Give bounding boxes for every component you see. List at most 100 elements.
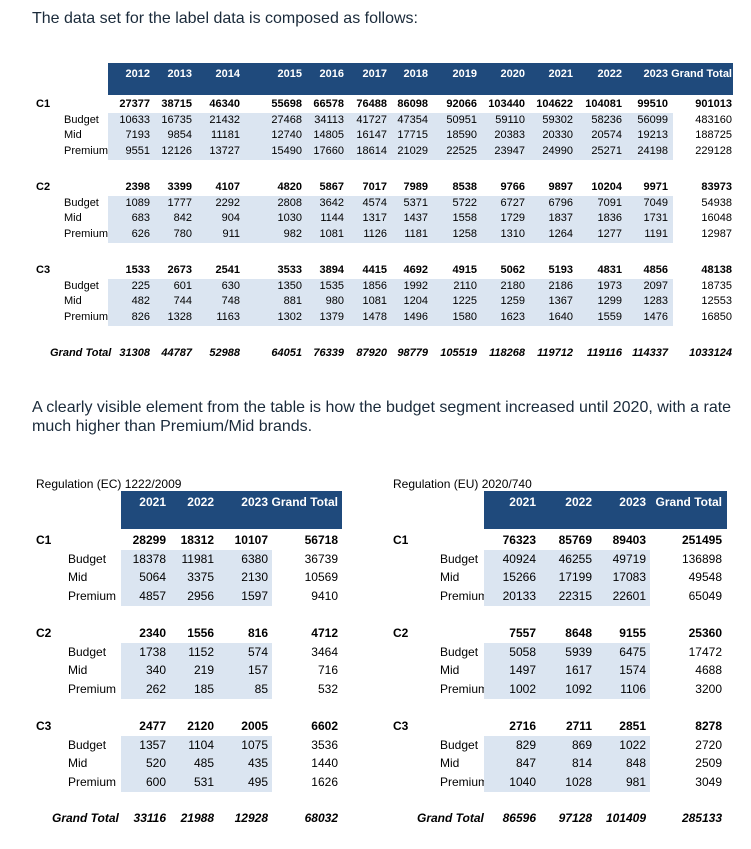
table-cell: 65049 bbox=[688, 588, 722, 603]
grand-total-cell: 98779 bbox=[397, 347, 428, 359]
table-cell: 157 bbox=[247, 663, 268, 677]
row-label: Mid bbox=[64, 295, 82, 308]
table-cell: 3375 bbox=[187, 570, 214, 584]
table-cell: 19213 bbox=[637, 129, 668, 142]
row-label: Mid bbox=[440, 570, 460, 584]
table-cell: 1357 bbox=[139, 737, 166, 752]
group-total-cell: 85769 bbox=[558, 533, 592, 547]
table-cell: 1181 bbox=[404, 228, 428, 241]
table-cell: 626 bbox=[131, 228, 150, 241]
table-cell: 1092 bbox=[565, 681, 592, 696]
row-label: Mid bbox=[68, 570, 88, 584]
table-cell: 1040 bbox=[509, 774, 536, 789]
group-total-cell: 7989 bbox=[403, 181, 428, 193]
group-total-cell: 816 bbox=[247, 626, 268, 640]
table-cell: 188725 bbox=[695, 129, 732, 142]
table-cell: 1317 bbox=[362, 212, 387, 225]
table-cell: 1497 bbox=[509, 663, 536, 677]
group-total-cell: 8278 bbox=[695, 719, 722, 733]
table-cell: 1328 bbox=[167, 311, 192, 324]
table-cell: 1367 bbox=[548, 295, 573, 308]
row-label: Premium bbox=[68, 588, 117, 603]
table-cell: 56099 bbox=[637, 113, 668, 126]
grand-total-label: Grand Total bbox=[52, 811, 119, 825]
table-cell: 495 bbox=[247, 774, 268, 789]
table-cell: 1729 bbox=[500, 212, 525, 225]
row-label: Mid bbox=[68, 756, 88, 770]
table-cell: 2808 bbox=[277, 196, 302, 209]
group-label: C2 bbox=[36, 181, 51, 193]
table-cell: 1104 bbox=[188, 737, 214, 752]
group-total-cell: 3894 bbox=[319, 264, 344, 276]
table-cell: 24990 bbox=[542, 145, 573, 158]
column-header: 2019 bbox=[452, 68, 477, 80]
table-cell: 17715 bbox=[397, 129, 428, 142]
table-cell: 1163 bbox=[216, 311, 240, 324]
table-cell: 46255 bbox=[558, 551, 592, 566]
table-cell: 2110 bbox=[453, 279, 477, 292]
table-cell: 744 bbox=[173, 295, 192, 308]
group-total-cell: 92066 bbox=[446, 98, 477, 110]
comment-text: A clearly visible element from the table… bbox=[32, 399, 732, 435]
table-cell: 20574 bbox=[591, 129, 622, 142]
table-cell: 1580 bbox=[452, 311, 477, 324]
grand-total-cell: 101409 bbox=[605, 811, 646, 825]
table-cell: 1075 bbox=[241, 737, 268, 752]
group-total-cell: 89403 bbox=[612, 533, 646, 547]
table-cell: 1478 bbox=[362, 311, 387, 324]
table-cell: 4574 bbox=[362, 196, 387, 209]
table-cell: 6727 bbox=[500, 196, 525, 209]
table-cell: 1992 bbox=[403, 279, 428, 292]
group-total-cell: 1556 bbox=[187, 626, 214, 640]
grand-total-cell: 64051 bbox=[271, 347, 302, 359]
grand-total-cell: 285133 bbox=[681, 811, 722, 825]
group-total-cell: 2711 bbox=[565, 719, 592, 733]
table-cell: 1028 bbox=[565, 774, 592, 789]
table-cell: 630 bbox=[221, 279, 240, 292]
row-label: Premium bbox=[64, 145, 109, 158]
column-header: 2022 bbox=[187, 495, 214, 509]
table-cell: 1264 bbox=[548, 228, 573, 241]
table-cell: 601 bbox=[173, 279, 192, 292]
group-total-cell: 3533 bbox=[277, 264, 302, 276]
row-label: Mid bbox=[64, 129, 82, 142]
group-label: C2 bbox=[36, 626, 52, 640]
table-cell: 1089 bbox=[125, 196, 150, 209]
group-label: C1 bbox=[393, 533, 409, 547]
column-header: 2022 bbox=[565, 495, 592, 509]
table-cell: 22601 bbox=[612, 588, 646, 603]
table-cell: 1259 bbox=[500, 295, 525, 308]
row-label: Budget bbox=[440, 551, 479, 566]
table-cell: 520 bbox=[145, 756, 166, 770]
table-cell: 780 bbox=[173, 228, 192, 241]
table-cell: 683 bbox=[131, 212, 150, 225]
row-label: Budget bbox=[64, 196, 99, 209]
table-cell: 1302 bbox=[277, 311, 302, 324]
row-label: Budget bbox=[64, 113, 99, 126]
group-label: C3 bbox=[36, 719, 52, 733]
table-cell: 17199 bbox=[558, 570, 592, 584]
table-cell: 9410 bbox=[311, 588, 338, 603]
table-caption: Regulation (EC) 1222/2009 bbox=[36, 477, 182, 491]
group-total-cell: 83973 bbox=[701, 181, 732, 193]
group-total-cell: 55698 bbox=[271, 98, 302, 110]
table-cell: 16735 bbox=[161, 113, 192, 126]
table-cell: 2509 bbox=[695, 756, 722, 770]
group-total-cell: 7557 bbox=[509, 626, 536, 640]
column-header: 2021 bbox=[509, 495, 536, 509]
table-cell: 1559 bbox=[597, 311, 622, 324]
table-cell: 1126 bbox=[363, 228, 387, 241]
row-shade bbox=[121, 643, 272, 699]
table-cell: 1437 bbox=[403, 212, 428, 225]
group-total-cell: 48138 bbox=[701, 264, 732, 276]
table-cell: 136898 bbox=[681, 551, 722, 566]
group-total-cell: 28299 bbox=[132, 533, 166, 547]
table-cell: 9854 bbox=[167, 129, 192, 142]
table-cell: 531 bbox=[193, 774, 214, 789]
table-cell: 600 bbox=[145, 774, 166, 789]
table-cell: 7091 bbox=[597, 196, 622, 209]
row-label: Mid bbox=[64, 212, 82, 225]
table-cell: 6796 bbox=[548, 196, 573, 209]
table-cell: 10569 bbox=[304, 570, 338, 584]
group-total-cell: 2851 bbox=[619, 719, 646, 733]
